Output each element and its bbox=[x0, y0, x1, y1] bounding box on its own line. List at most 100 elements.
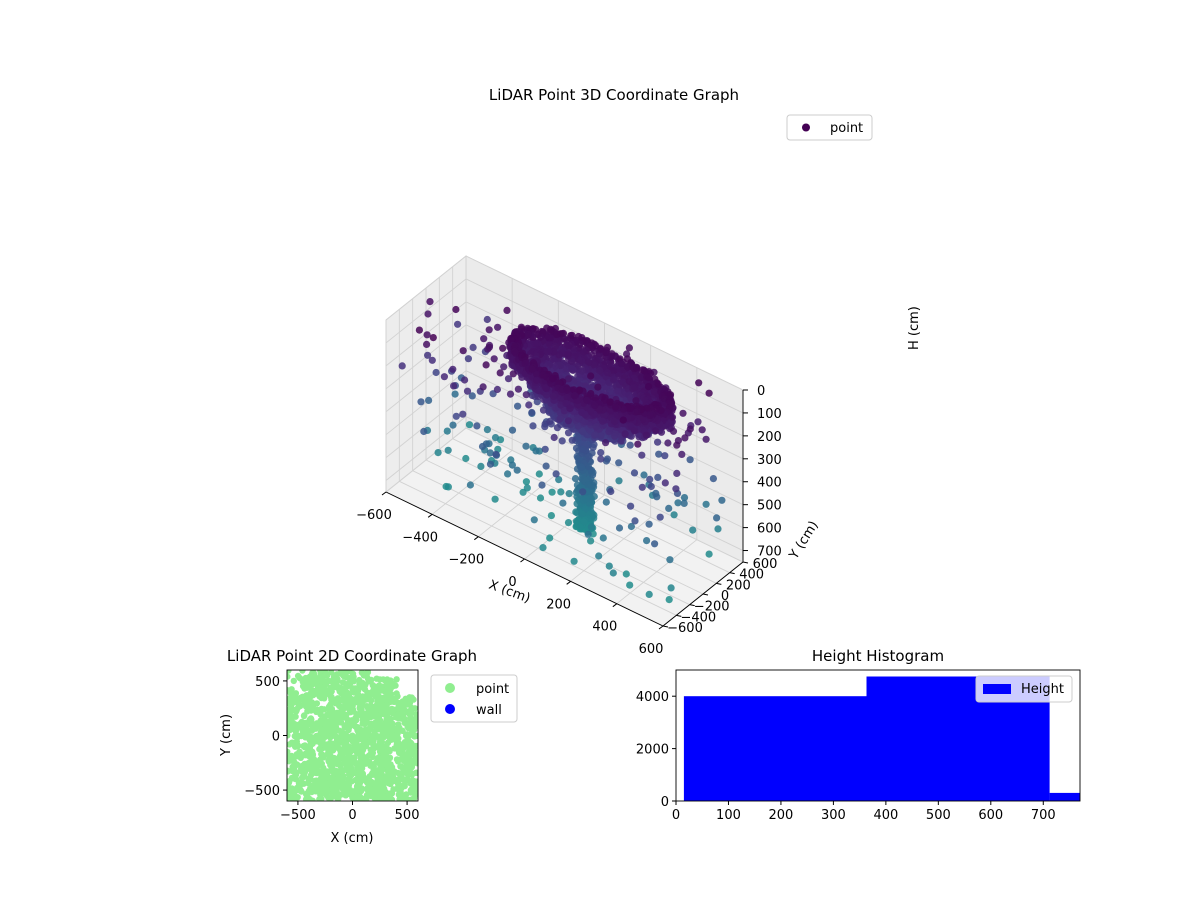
point-3d bbox=[542, 391, 551, 399]
point-3d bbox=[597, 455, 605, 463]
point-3d bbox=[465, 421, 474, 429]
point-3d bbox=[622, 570, 630, 578]
point-3d bbox=[599, 417, 607, 425]
point-3d bbox=[644, 383, 653, 391]
point-3d bbox=[559, 499, 567, 507]
point-2d bbox=[338, 707, 345, 714]
grid-y bbox=[399, 480, 677, 616]
point-3d bbox=[486, 460, 495, 468]
point-3d bbox=[567, 364, 575, 372]
point-2d bbox=[359, 681, 366, 688]
point-3d bbox=[638, 451, 646, 459]
point-3d bbox=[550, 433, 558, 442]
point-3d bbox=[673, 469, 681, 477]
point-3d bbox=[485, 343, 493, 351]
point-3d bbox=[615, 524, 624, 532]
point-3d bbox=[563, 386, 571, 394]
point-3d bbox=[642, 431, 651, 439]
point-2d bbox=[290, 677, 297, 685]
point-3d bbox=[552, 470, 560, 478]
h-tick-label-3d: 0 bbox=[757, 384, 765, 399]
y-tick bbox=[742, 561, 749, 564]
x-tick bbox=[427, 513, 433, 518]
point-3d bbox=[645, 373, 653, 382]
point-3d bbox=[581, 411, 589, 419]
point-3d bbox=[627, 502, 635, 510]
point-3d bbox=[566, 404, 574, 412]
point-3d bbox=[670, 511, 678, 519]
point-3d bbox=[654, 380, 662, 388]
point-3d bbox=[525, 401, 533, 409]
point-3d bbox=[459, 347, 467, 355]
point-3d bbox=[432, 368, 440, 377]
point-3d bbox=[513, 466, 521, 474]
point-3d bbox=[558, 437, 566, 445]
point-3d bbox=[578, 510, 586, 518]
point-3d bbox=[434, 449, 442, 457]
point-3d bbox=[597, 449, 605, 457]
point-3d bbox=[514, 402, 522, 410]
point-2d bbox=[308, 716, 315, 723]
point-2d bbox=[317, 711, 324, 718]
point-3d bbox=[657, 428, 666, 436]
point-3d bbox=[695, 379, 703, 387]
point-3d bbox=[506, 390, 515, 398]
point-3d bbox=[646, 411, 654, 419]
point-3d bbox=[578, 463, 586, 471]
point-3d bbox=[555, 476, 563, 484]
point-3d bbox=[536, 494, 545, 502]
point-3d bbox=[673, 441, 681, 449]
point-3d bbox=[619, 416, 627, 424]
chart-3d-legend-label-point: point bbox=[830, 121, 863, 136]
point-3d bbox=[689, 526, 697, 534]
chart-2d-plot-area bbox=[286, 669, 419, 802]
point-3d bbox=[491, 434, 500, 442]
point-3d bbox=[568, 436, 576, 444]
grid-h bbox=[385, 255, 467, 321]
point-3d bbox=[541, 445, 549, 453]
point-3d bbox=[490, 355, 498, 363]
point-3d bbox=[664, 439, 672, 447]
point-3d bbox=[417, 398, 425, 406]
point-3d bbox=[564, 429, 573, 437]
point-3d bbox=[585, 452, 593, 460]
point-2d bbox=[377, 796, 384, 801]
point-3d bbox=[571, 475, 580, 483]
grid-h bbox=[385, 278, 467, 344]
point-3d bbox=[596, 367, 604, 375]
point-3d bbox=[580, 518, 588, 526]
point-3d bbox=[661, 479, 669, 487]
point-3d bbox=[584, 481, 592, 489]
point-3d bbox=[645, 520, 653, 528]
point-3d bbox=[654, 438, 662, 446]
point-3d bbox=[533, 376, 541, 384]
point-3d bbox=[631, 517, 639, 525]
point-3d bbox=[665, 504, 673, 512]
point-3d bbox=[473, 422, 481, 430]
x-tick-label-3d: 600 bbox=[639, 642, 664, 657]
point-3d bbox=[681, 434, 689, 442]
point-2d bbox=[387, 690, 395, 698]
point-3d bbox=[638, 483, 646, 491]
point-3d bbox=[602, 498, 610, 506]
point-3d bbox=[626, 581, 634, 589]
point-3d bbox=[423, 340, 431, 348]
point-3d bbox=[626, 441, 634, 449]
h-tick-label-3d: 100 bbox=[757, 407, 782, 422]
point-3d bbox=[564, 519, 573, 527]
point-2d bbox=[400, 755, 407, 762]
point-3d bbox=[565, 490, 573, 498]
point-3d bbox=[606, 398, 614, 406]
point-3d bbox=[599, 534, 607, 542]
x-tick bbox=[474, 536, 479, 541]
chart-2d-point-cloud bbox=[287, 670, 418, 801]
point-3d bbox=[496, 369, 504, 377]
point-3d bbox=[522, 442, 530, 450]
y-tick bbox=[729, 572, 735, 575]
point-2d bbox=[373, 675, 380, 682]
point-3d bbox=[509, 370, 517, 378]
point-3d bbox=[549, 375, 557, 383]
x-tick bbox=[520, 558, 525, 563]
h-tick-label-3d: 600 bbox=[757, 522, 782, 537]
point-2d bbox=[287, 670, 292, 674]
